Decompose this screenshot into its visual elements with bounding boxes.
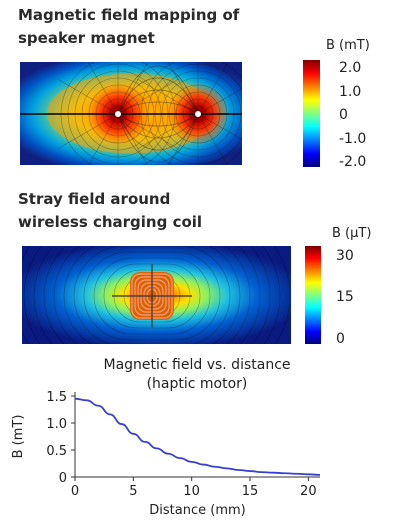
x-tick-label: 20: [300, 484, 317, 499]
chart3-title: Magnetic field vs. distance (haptic moto…: [103, 357, 291, 392]
chart2-colorbar-tick: 30: [336, 248, 354, 264]
heatmap1-field-line: [197, 113, 228, 165]
heatmap2-contour: [63, 246, 241, 344]
chart1-colorbar-tick: 1.0: [339, 84, 362, 100]
heatmap2-contour: [83, 251, 221, 341]
chart2-colorbar-label: B (µT): [332, 226, 372, 241]
x-tick-label: 15: [242, 484, 259, 499]
heatmap1-field-line: [57, 78, 119, 115]
heatmap1-field-line: [137, 113, 199, 150]
heatmap1-field-line: [117, 113, 199, 139]
heatmap1-field-line: [117, 65, 199, 115]
chart3-line-plot: 0 5 10 15 20 0 0.5 1.0 1.5 Distance (mm) B (mT): [11, 390, 321, 518]
heatmap1-field-line: [88, 113, 119, 165]
chart1-colorbar-tick: -2.0: [339, 154, 367, 170]
chart1-colorbar-tick: 0: [339, 107, 348, 123]
heatmap2-contour: [23, 246, 281, 344]
chart2-title: Stray field around wireless charging coi…: [18, 190, 203, 231]
heatmap2-contour: [43, 246, 261, 344]
heatmap1-field-line: [57, 113, 119, 150]
x-tick-label: 0: [71, 484, 79, 499]
heatmap1-field-line: [197, 62, 229, 115]
y-tick-label: 1.5: [46, 390, 67, 405]
chart2-heatmap: [22, 246, 291, 344]
y-tick-label: 0.5: [46, 444, 67, 459]
heatmap2-contour: [93, 257, 211, 335]
heatmap2-contour: [73, 246, 231, 344]
chart2-colorbar-tick: 15: [336, 289, 354, 305]
x-axis-label: Distance (mm): [149, 503, 245, 518]
heatmap1-field-line: [197, 88, 242, 115]
heatmap1-field-line: [117, 113, 179, 150]
heatmap1-field-line: [117, 113, 199, 127]
heatmap1-field-line: [197, 113, 242, 140]
chart1-heatmap: [20, 62, 242, 165]
heatmap1-pole-center-2: [195, 111, 201, 117]
heatmap1-field-line: [117, 62, 149, 115]
heatmap2-contour: [33, 246, 271, 344]
heatmap1-field-line: [117, 101, 199, 115]
heatmap1-field-line: [117, 77, 199, 115]
heatmap1-field-line: [117, 113, 199, 163]
heatmap2-contour: [53, 246, 251, 344]
x-tick-label: 10: [183, 484, 200, 499]
heatmap1-field-line: [167, 62, 199, 115]
heatmap2-contour: [22, 246, 291, 344]
chart2-colorbar-tick: 0: [336, 331, 345, 347]
heatmap1-field-line: [117, 89, 199, 115]
chart1-colorbar-label: B (mT): [326, 38, 370, 53]
heatmap1-field-line: [168, 113, 199, 165]
heatmap1-field-line: [137, 78, 199, 115]
heatmap1-field-line: [117, 113, 199, 151]
y-axis-label: B (mT): [11, 415, 26, 459]
heatmap1-field-line: [117, 78, 179, 115]
chart1-colorbar: [303, 60, 320, 167]
x-tick-label: 5: [129, 484, 137, 499]
y-tick-label: 1.0: [46, 417, 67, 432]
chart1-title: Magnetic field mapping of speaker magnet: [18, 6, 240, 47]
chart1-colorbar-tick: 2.0: [339, 60, 362, 76]
chart1-colorbar-tick: -1.0: [339, 131, 367, 147]
heatmap1-field-line: [117, 113, 148, 165]
y-tick-label: 0: [59, 471, 67, 486]
heatmap1-field-line: [87, 62, 119, 115]
series-line: [74, 397, 321, 476]
heatmap1-pole-center-1: [115, 111, 121, 117]
chart2-colorbar: [305, 246, 321, 344]
